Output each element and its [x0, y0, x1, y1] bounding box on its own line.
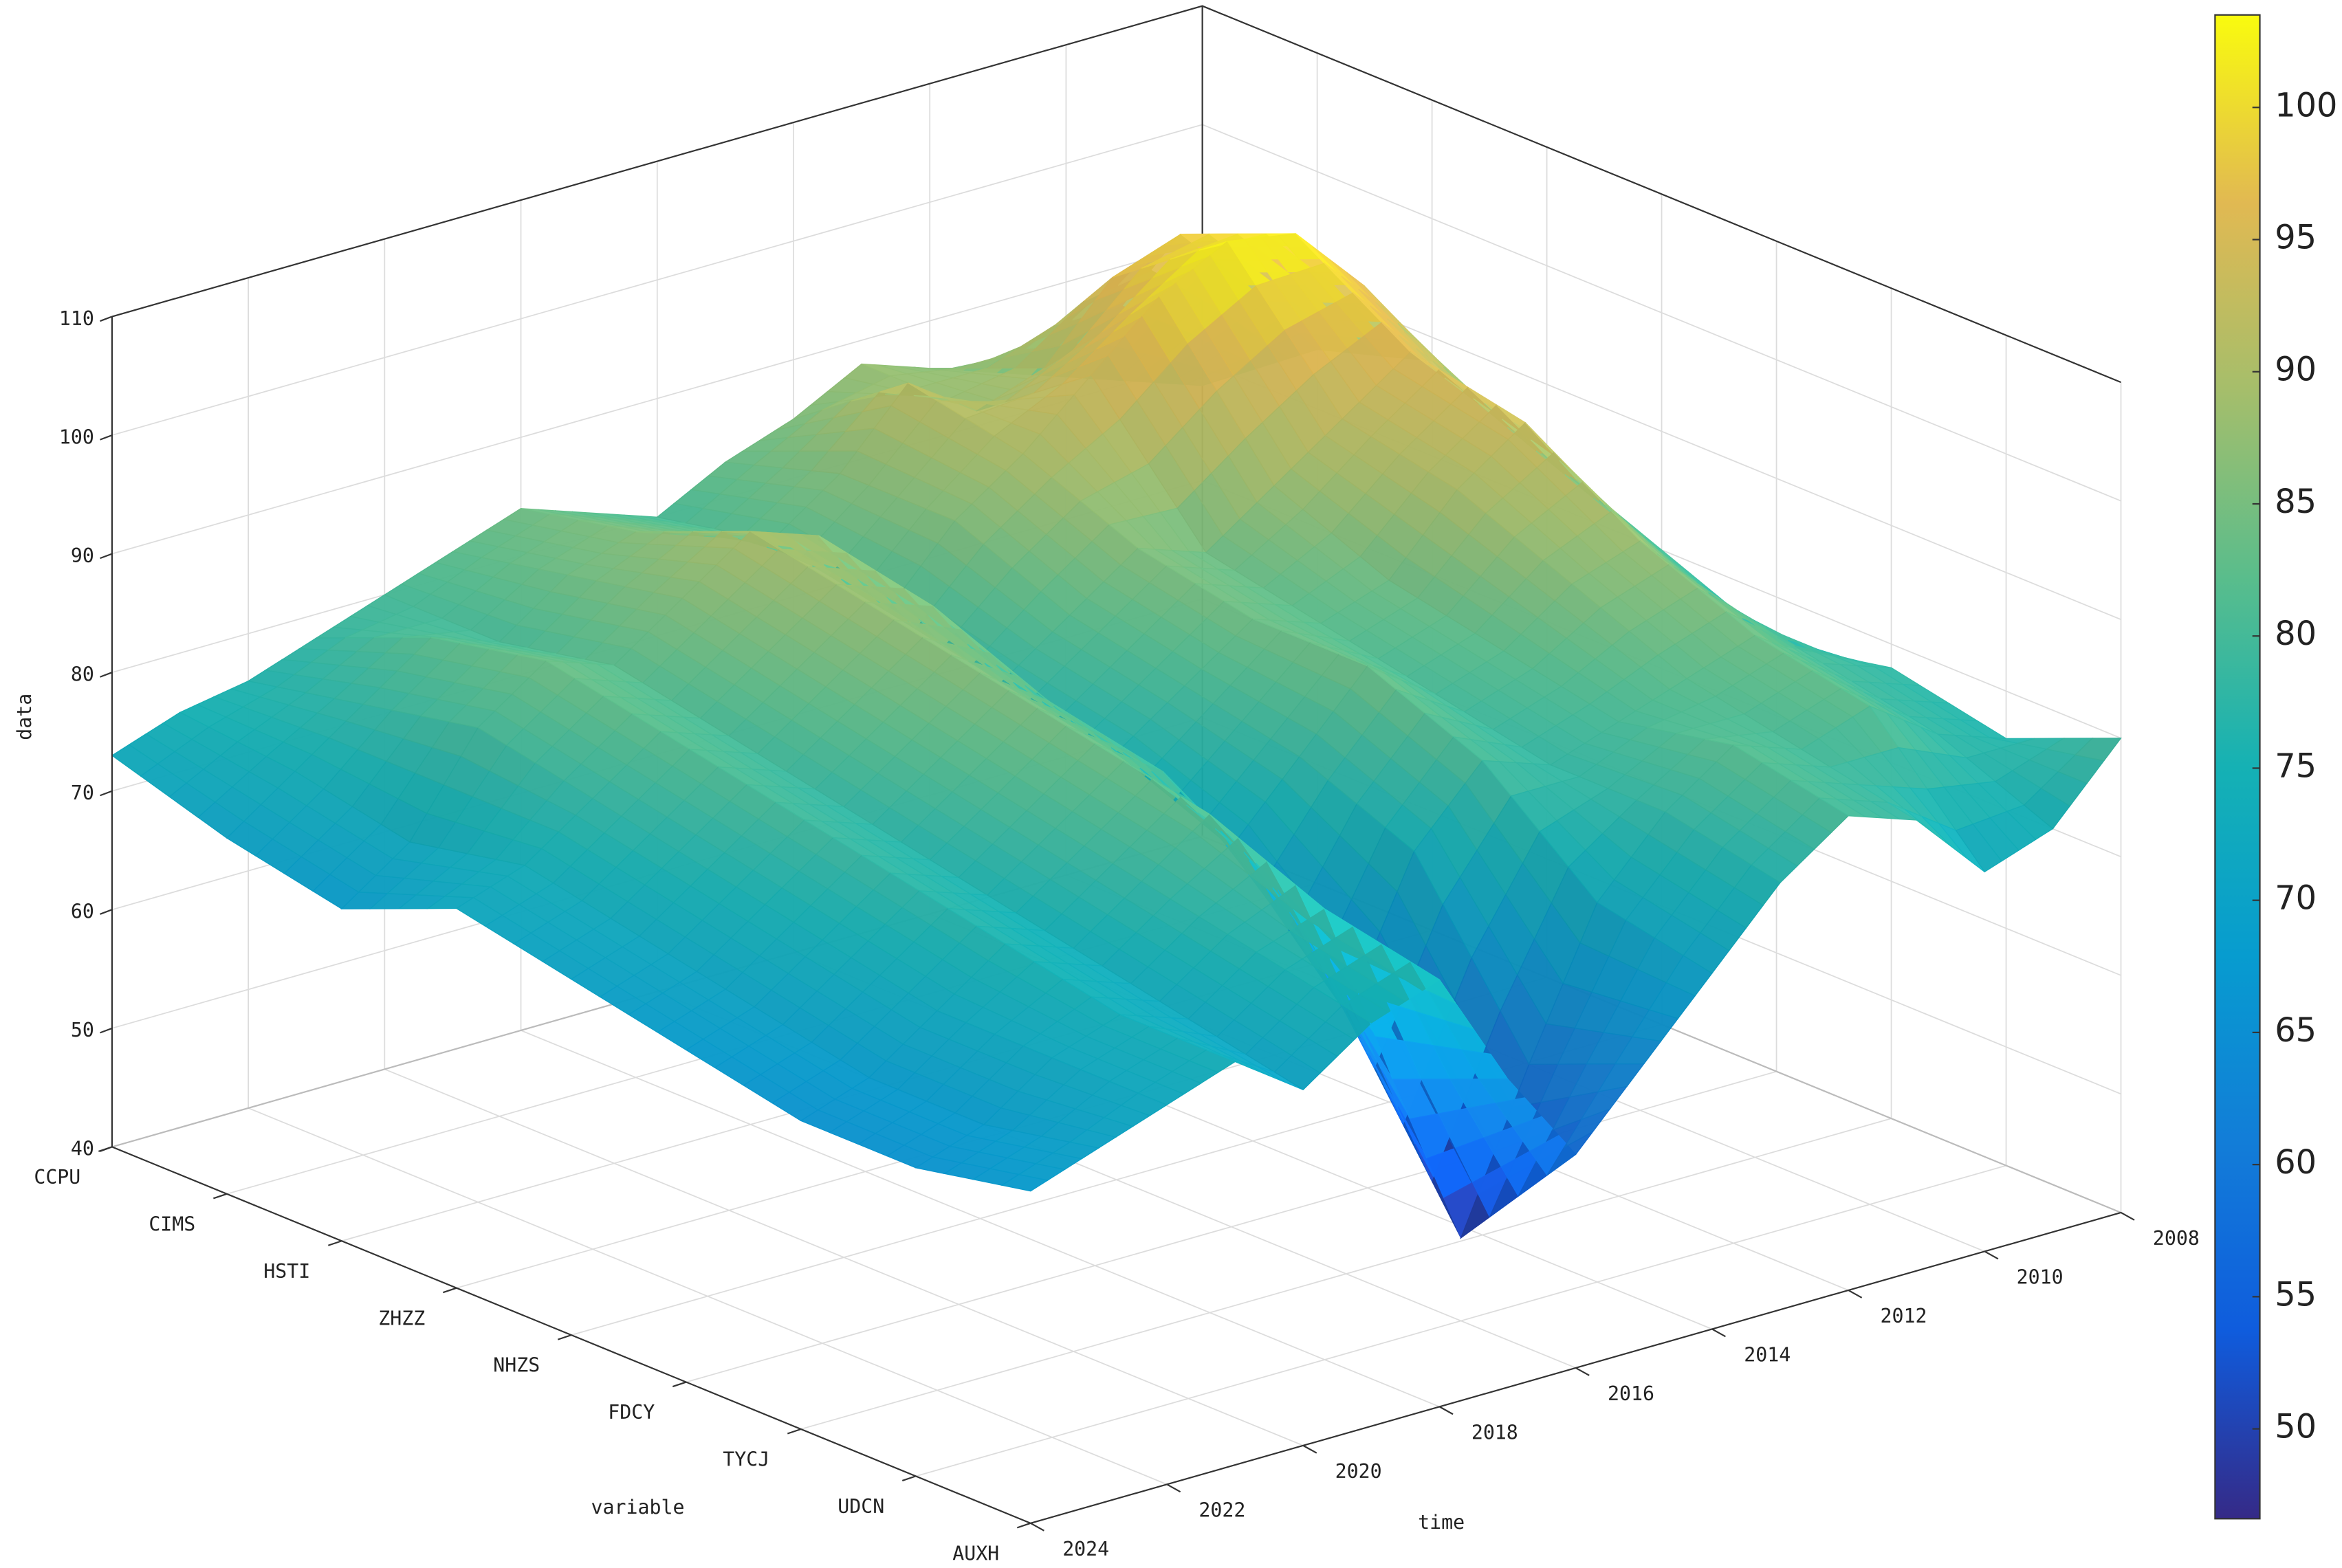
colorbar-tick-label: 95	[2275, 219, 2317, 257]
z-tick	[100, 790, 113, 797]
x-tick-label: 2014	[1744, 1344, 1791, 1367]
z-tick-label: 110	[59, 307, 94, 330]
y-tick-label: NHZS	[493, 1354, 540, 1377]
colorbar-tick-label: 85	[2275, 483, 2317, 521]
z-tick	[100, 553, 113, 560]
y-axis-label: variable	[591, 1496, 685, 1519]
y-tick-label: ZHZZ	[378, 1307, 425, 1329]
z-tick	[100, 316, 113, 322]
z-tick	[100, 1027, 113, 1034]
colorbar-tick-label: 80	[2275, 615, 2317, 653]
x-tick	[1984, 1250, 1999, 1260]
x-tick-label: 2016	[1608, 1382, 1654, 1405]
z-tick-label: 100	[59, 426, 94, 448]
y-tick	[787, 1428, 802, 1435]
y-tick-label: AUXH	[952, 1542, 999, 1565]
z-tick-label: 50	[71, 1019, 94, 1041]
y-tick	[557, 1334, 572, 1340]
y-tick-label: HSTI	[263, 1260, 310, 1283]
z-tick-label: 70	[71, 782, 94, 804]
z-tick	[100, 434, 113, 441]
colorbar-tick-label: 55	[2275, 1276, 2317, 1314]
y-tick	[1016, 1522, 1031, 1529]
x-tick-label: 2012	[1880, 1305, 1927, 1327]
colorbar-tick-label: 65	[2275, 1012, 2317, 1050]
x-tick	[1166, 1483, 1181, 1493]
x-tick-label: 2022	[1199, 1499, 1245, 1521]
y-tick	[442, 1287, 457, 1294]
z-tick-label: 60	[71, 901, 94, 923]
z-tick-label: 80	[71, 663, 94, 686]
x-tick-label: 2010	[2017, 1266, 2064, 1289]
colorbar-tick-label: 70	[2275, 880, 2317, 918]
x-tick-label: 2008	[2153, 1227, 2200, 1250]
colorbar-tick-label: 50	[2275, 1409, 2317, 1446]
x-tick	[1030, 1522, 1044, 1532]
y-tick	[901, 1475, 917, 1481]
x-tick-label: 2020	[1335, 1460, 1382, 1483]
x-tick	[1438, 1406, 1454, 1415]
surface	[111, 233, 2122, 1239]
x-axis-label: time	[1418, 1511, 1465, 1534]
z-tick	[100, 909, 113, 915]
x-tick-label: 2018	[1471, 1421, 1518, 1444]
y-tick	[213, 1193, 228, 1200]
colorbar-tick-label: 60	[2275, 1144, 2317, 1182]
y-tick-label: CCPU	[34, 1166, 80, 1189]
y-tick-label: FDCY	[608, 1401, 655, 1424]
y-tick	[672, 1381, 687, 1388]
y-tick	[98, 1146, 113, 1152]
y-tick-label: TYCJ	[723, 1448, 769, 1471]
z-axis-label: data	[13, 694, 36, 740]
x-tick-label: 2024	[1062, 1538, 1109, 1560]
colorbar-fill	[2214, 14, 2261, 1520]
colorbar: 50 55 60 65 70 75 80 85 90 95 100	[2214, 14, 2337, 1520]
x-tick	[2120, 1212, 2135, 1221]
z-tick-label: 40	[71, 1138, 94, 1160]
z-tick	[100, 672, 113, 678]
colorbar-tick-label: 100	[2275, 87, 2337, 124]
z-tick-label: 90	[71, 544, 94, 567]
colorbar-tick-label: 90	[2275, 351, 2317, 389]
colorbar-tick-label: 75	[2275, 747, 2317, 785]
y-tick-label: UDCN	[838, 1495, 884, 1518]
surface-patch	[2074, 738, 2122, 762]
x-tick	[1711, 1328, 1726, 1338]
y-tick	[327, 1240, 342, 1246]
x-tick	[1302, 1444, 1317, 1454]
axes-front: 40 50 60 70 80 90 100 110 2008 2010 2012 2014 2016 20…	[34, 307, 2200, 1565]
x-tick	[1575, 1367, 1590, 1376]
y-tick-label: CIMS	[149, 1213, 195, 1235]
x-tick	[1848, 1289, 1863, 1299]
